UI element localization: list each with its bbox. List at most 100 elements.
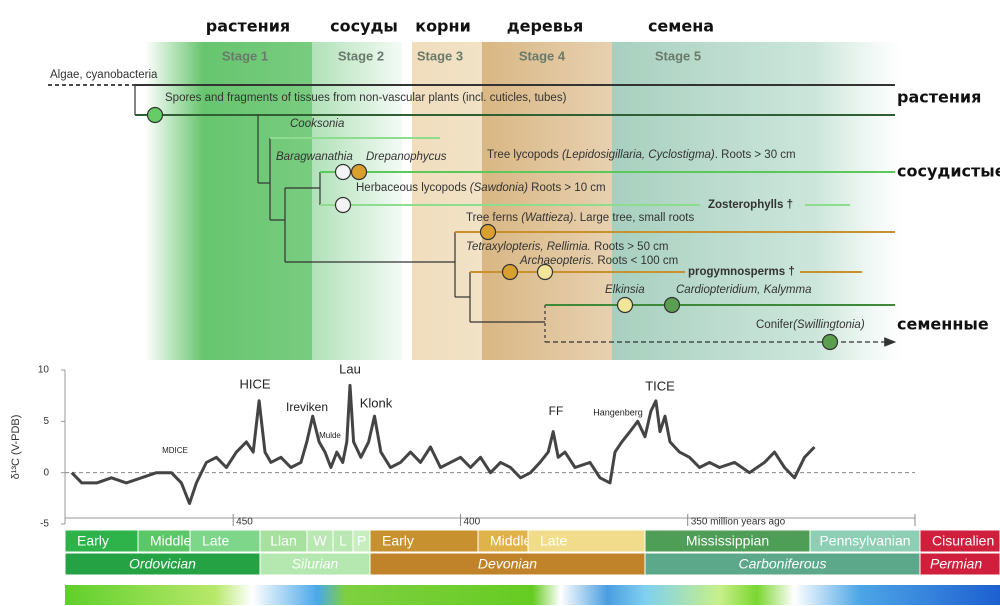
epoch-label: Mississippian <box>686 533 769 549</box>
label-part: (Wattieza) <box>521 212 573 224</box>
y-tick-label: 5 <box>43 416 49 427</box>
epoch-label: Middle <box>490 533 531 549</box>
stage-band <box>612 42 902 360</box>
epoch-label: Pennsylvanian <box>819 533 910 549</box>
stage-ru-label: сосуды <box>330 17 398 36</box>
epoch-label: Late <box>202 533 229 549</box>
taxon-node <box>663 296 681 314</box>
taxon-label: Conifer(Swillingtonia) <box>756 319 865 331</box>
epoch-label: Cisuralien <box>932 533 994 549</box>
epoch-label: Early <box>382 533 414 549</box>
isotope-curve <box>70 383 816 505</box>
stage-label: Stage 3 <box>417 48 463 63</box>
label-part: Tree lycopods <box>487 149 562 161</box>
y-tick-label: -5 <box>40 519 49 530</box>
taxon-label: Baragwanathia <box>276 151 353 163</box>
taxon-node <box>536 263 554 281</box>
epoch-label: L <box>339 533 347 549</box>
y-tick-label: 10 <box>38 365 50 376</box>
event-label: HICE <box>239 376 270 391</box>
label-part: (Swillingtonia) <box>793 319 865 331</box>
event-label: FF <box>549 404 564 418</box>
label-part: (Sawdonia) <box>470 182 528 194</box>
label-part: Roots < 100 cm <box>594 255 678 267</box>
label-part: . Roots > 30 cm <box>715 149 796 161</box>
label-part: Roots > 50 cm <box>591 241 669 253</box>
taxon-node <box>616 296 634 314</box>
epoch <box>919 529 1000 553</box>
stage-band <box>145 42 312 360</box>
label-part: Tetraxylopteris, Rellimia. <box>466 241 591 253</box>
period-label: Carboniferous <box>739 556 827 572</box>
epoch-label: Early <box>77 533 109 549</box>
taxon-node <box>334 196 352 214</box>
taxon-label: Drepanophycus <box>366 151 447 163</box>
label-part: Conifer <box>756 319 793 331</box>
phylogeny <box>48 84 897 351</box>
taxon-node <box>350 163 368 181</box>
taxon-label: Tetraxylopteris, Rellimia. Roots > 50 cm <box>466 241 669 253</box>
event-label: Ireviken <box>286 400 328 414</box>
event-label: Hangenberg <box>593 407 643 417</box>
x-tick-label: 350 million years ago <box>691 517 786 528</box>
label-part: Tree ferns <box>466 212 521 224</box>
epoch-label: Middle <box>150 533 191 549</box>
taxon-label: Cardiopteridium, Kalymma <box>676 284 812 296</box>
label-part: Archaeopteris. <box>519 255 594 267</box>
stage-band <box>482 42 612 360</box>
stage-ru-label: растения <box>206 17 290 36</box>
label-part: . Large tree, small roots <box>573 212 694 224</box>
event-label: Lau <box>339 361 361 376</box>
side-label: семенные <box>897 315 989 334</box>
label-part: Herbaceous lycopods <box>356 182 470 194</box>
epoch-label: Llan <box>270 533 296 549</box>
stage-band <box>312 42 402 360</box>
taxon-label: progymnosperms † <box>688 266 795 278</box>
color-bar <box>65 585 1000 605</box>
stage-label: Stage 5 <box>655 48 701 63</box>
x-tick-label: 400 <box>463 517 480 528</box>
taxon-node <box>821 333 839 351</box>
y-tick-label: 0 <box>43 467 49 478</box>
period-label: Ordovician <box>129 556 196 572</box>
label-part: (Lepidosigillaria, Cyclostigma) <box>562 149 715 161</box>
stage-label: Stage 4 <box>519 48 566 63</box>
taxon-label: Tree lycopods (Lepidosigillaria, Cyclost… <box>487 149 796 161</box>
stage-ru-label: корни <box>415 17 471 36</box>
period-label: Permian <box>930 556 982 572</box>
taxon-label: Archaeopteris. Roots < 100 cm <box>519 255 678 267</box>
taxon-label: Cooksonia <box>290 118 344 130</box>
taxon-label: Herbaceous lycopods (Sawdonia) Roots > 1… <box>356 182 606 194</box>
stage-ru-label: деревья <box>507 17 584 36</box>
stage-label: Stage 1 <box>222 48 268 63</box>
epoch-label: W <box>313 533 327 549</box>
taxon-node <box>501 263 519 281</box>
period <box>919 552 1000 576</box>
stage-band <box>412 42 482 360</box>
epoch-label: P <box>357 533 366 549</box>
taxon-label: Spores and fragments of tissues from non… <box>165 92 567 104</box>
taxon-label: Tree ferns (Wattieza). Large tree, small… <box>466 212 694 224</box>
event-label: Klonk <box>360 395 393 410</box>
taxon-label: Zosterophylls † <box>708 199 793 211</box>
x-tick-label: 450 <box>236 517 253 528</box>
taxon-node <box>334 163 352 181</box>
stage-label: Stage 2 <box>338 48 384 63</box>
stage-ru-label: семена <box>648 17 714 36</box>
side-label: сосудистые <box>897 162 1000 181</box>
event-label: TICE <box>645 378 675 393</box>
label-part: Roots > 10 cm <box>528 182 606 194</box>
taxon-label: Elkinsia <box>605 284 645 296</box>
period-label: Silurian <box>292 556 339 572</box>
epoch-label: Late <box>540 533 567 549</box>
taxon-node <box>479 223 497 241</box>
stage-bands <box>145 42 902 360</box>
period-label: Devonian <box>478 556 537 572</box>
side-label: растения <box>897 88 981 107</box>
taxon-node <box>146 106 164 124</box>
taxon-label: Algae, cyanobacteria <box>50 69 158 81</box>
event-label: Mulde <box>319 431 341 440</box>
event-label: MDICE <box>162 446 188 455</box>
y-axis-label: δ¹³C (V-PDB) <box>10 415 22 480</box>
